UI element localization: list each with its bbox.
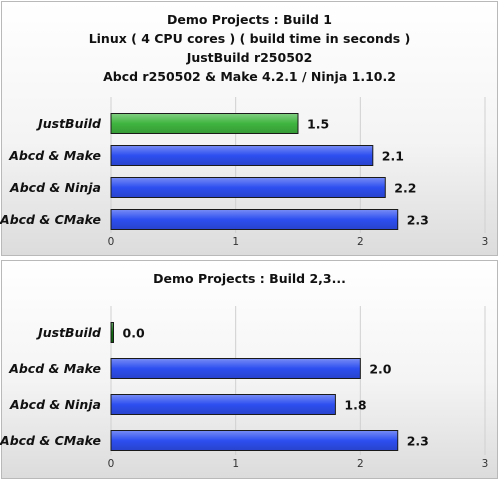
bar — [110, 430, 399, 451]
category-label: Abcd & CMake — [0, 433, 101, 448]
x-tick-label: 3 — [482, 236, 489, 248]
category-label: Abcd & Ninja — [9, 397, 101, 412]
bar — [110, 209, 399, 230]
title-line: JustBuild r250502 — [186, 50, 313, 65]
bar — [110, 358, 361, 379]
category-label: Abcd & Make — [8, 148, 101, 163]
bar — [110, 394, 336, 415]
x-tick-label: 0 — [108, 236, 115, 248]
bar — [110, 322, 114, 343]
chart-panel-build-2: Demo Projects : Build 2,3... 0 1 2 3 JustBui… — [0, 260, 498, 479]
title-line: Abcd r250502 & Make 4.2.1 / Ninja 1.10.2 — [103, 69, 396, 84]
x-tick-label: 2 — [357, 236, 364, 248]
chart-panel-build-1: Demo Projects : Build 1 Linux ( 4 CPU co… — [0, 1, 498, 256]
title-line: Linux ( 4 CPU cores ) ( build time in se… — [88, 31, 411, 46]
data-label: 2.3 — [407, 213, 429, 228]
category-label: JustBuild — [35, 116, 102, 131]
x-tick-label: 0 — [108, 458, 115, 470]
bar-chart-build-2: 0 1 2 3 JustBuild 0.0 Abcd & Make 2.0 Abcd & Nin… — [0, 306, 489, 470]
data-label: 2.2 — [394, 181, 416, 196]
data-label: 0.0 — [123, 326, 145, 341]
x-tick-label: 2 — [357, 458, 364, 470]
title-line: Demo Projects : Build 2,3... — [153, 271, 346, 286]
chart-title: Demo Projects : Build 1 Linux ( 4 CPU co… — [2, 10, 497, 86]
category-label: Abcd & CMake — [0, 212, 101, 227]
bar-chart-build-1: 0 1 2 3 JustBuild 1.5 Abcd & Make 2.1 Abcd & Nin… — [0, 97, 489, 248]
data-label: 1.5 — [307, 117, 329, 132]
data-label: 1.8 — [344, 398, 366, 413]
bar — [110, 177, 386, 198]
bar — [110, 113, 299, 134]
category-label: JustBuild — [35, 325, 102, 340]
data-label: 2.0 — [369, 362, 391, 377]
category-label: Abcd & Make — [8, 361, 101, 376]
bar — [110, 145, 374, 166]
data-label: 2.1 — [382, 149, 404, 164]
x-tick-label: 1 — [232, 458, 239, 470]
category-label: Abcd & Ninja — [9, 180, 101, 195]
data-label: 2.3 — [407, 434, 429, 449]
chart-title: Demo Projects : Build 2,3... — [2, 269, 497, 288]
x-tick-label: 3 — [482, 458, 489, 470]
x-tick-label: 1 — [232, 236, 239, 248]
title-line: Demo Projects : Build 1 — [166, 12, 332, 27]
